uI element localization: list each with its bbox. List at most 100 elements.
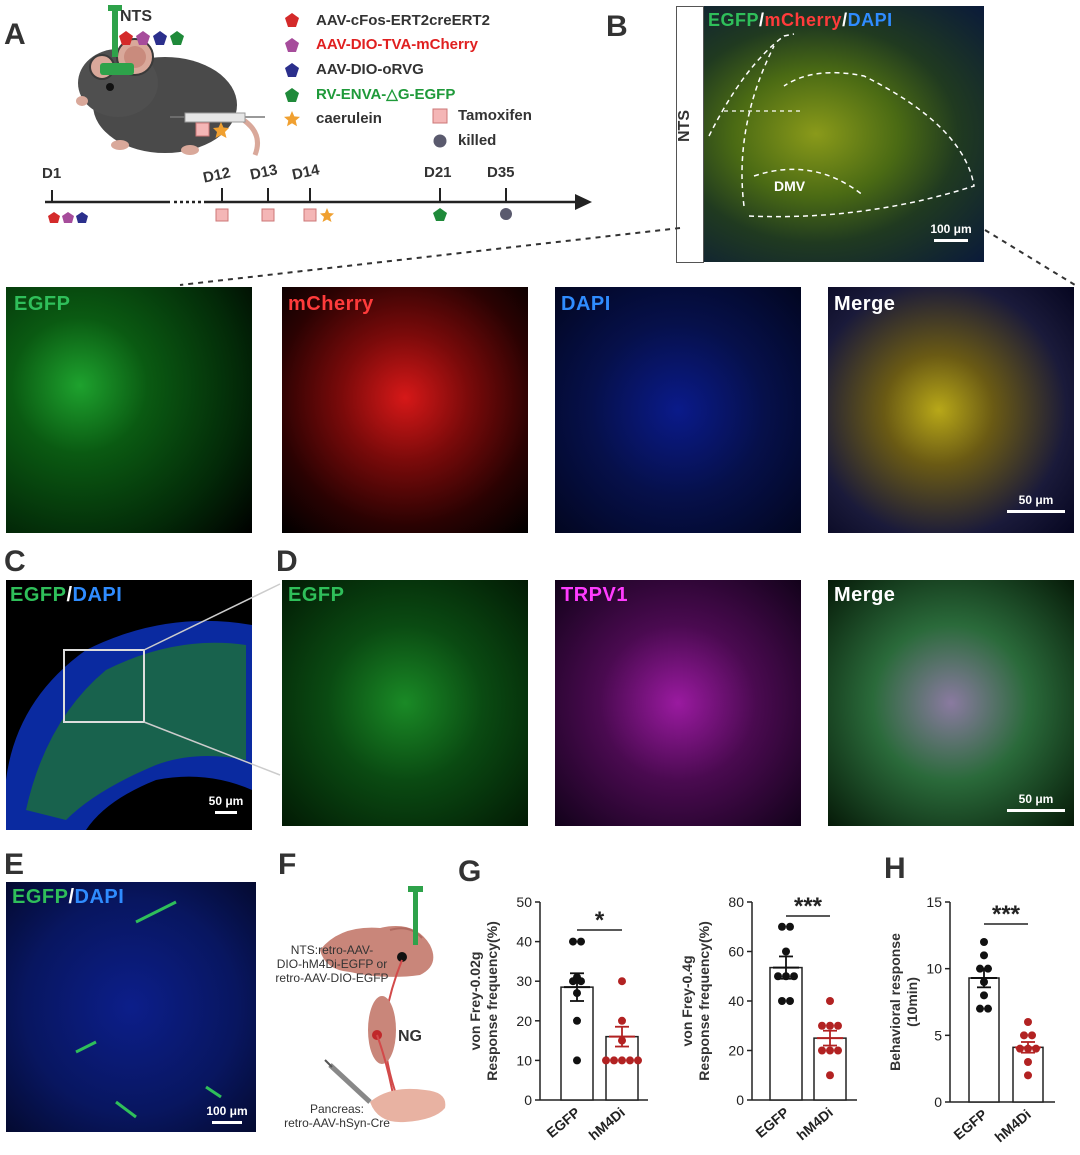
significance-label: * xyxy=(595,907,605,934)
nts-side-box: NTS xyxy=(676,6,704,263)
panel-d-trpv1-image: TRPV1 xyxy=(555,580,801,826)
y-axis-label: Response frequency(%) xyxy=(484,921,500,1080)
region-outline xyxy=(708,33,975,218)
data-point xyxy=(573,989,581,998)
experiment-timeline xyxy=(45,188,592,223)
panel-letter-f: F xyxy=(278,848,297,881)
timeline-day-label: D21 xyxy=(424,164,452,181)
data-point xyxy=(980,978,988,986)
chart-h: 0 5 10 15 Behavioral response (10min) EGFP hM4D… xyxy=(887,894,1055,1145)
data-point xyxy=(826,1071,834,1080)
scale-bar: 50 μm xyxy=(204,794,248,814)
data-point xyxy=(569,937,577,946)
data-point xyxy=(980,991,988,1000)
ganglion-shape xyxy=(6,620,252,830)
data-point xyxy=(1020,1031,1028,1040)
channel-label: EGFP/DAPI xyxy=(10,584,123,606)
data-point xyxy=(618,977,626,986)
legend-pentagon-icon xyxy=(285,63,299,77)
bar xyxy=(560,986,594,1101)
channel-label: EGFP/DAPI xyxy=(12,886,125,908)
channel-label: mCherry xyxy=(288,293,374,315)
data-point xyxy=(790,972,798,981)
data-point xyxy=(618,1036,626,1045)
row2-dapi-image: DAPI xyxy=(555,287,801,533)
y-tick-label: 0 xyxy=(736,1092,744,1108)
data-point xyxy=(834,1046,842,1055)
data-point xyxy=(1032,1044,1040,1053)
legend-item: AAV-cFos-ERT2creERT2 xyxy=(316,12,490,29)
panel-letter-h: H xyxy=(884,852,906,885)
y-tick-label: 10 xyxy=(516,1052,532,1068)
bar xyxy=(769,966,803,1101)
x-tick-label: EGFP xyxy=(950,1106,989,1143)
row2-egfp-image: EGFP xyxy=(6,287,252,533)
data-point xyxy=(782,972,790,981)
x-tick-label: EGFP xyxy=(752,1104,791,1141)
data-point xyxy=(1024,1071,1032,1080)
mouse-illustration xyxy=(76,5,265,156)
y-tick-label: 20 xyxy=(728,1043,744,1059)
data-point xyxy=(1028,1031,1036,1040)
data-point xyxy=(573,1016,581,1025)
y-axis-label: Response frequency(%) xyxy=(696,921,712,1080)
panel-letter-c: C xyxy=(4,545,26,578)
legend-item: Tamoxifen xyxy=(458,107,532,124)
zoom-connector-c xyxy=(143,583,281,776)
data-point xyxy=(826,1046,834,1055)
channel-label: Merge xyxy=(834,293,896,315)
y-tick-label: 30 xyxy=(516,973,532,989)
data-point xyxy=(778,997,786,1005)
panel-d-merge-image: Merge 50 μm xyxy=(828,580,1074,826)
scale-bar: 100 μm xyxy=(202,1104,252,1124)
legend-item: AAV-DIO-TVA-mCherry xyxy=(316,36,478,53)
timeline-day-label: D35 xyxy=(487,164,515,181)
legend-square-icon xyxy=(432,108,448,124)
tamoxifen-caerulein-markers xyxy=(195,122,229,138)
y-tick-label: 60 xyxy=(728,944,744,960)
data-point xyxy=(786,922,794,931)
y-tick-label: 0 xyxy=(934,1094,942,1110)
panel-c-image: EGFP/DAPI 50 μm xyxy=(6,580,252,830)
y-axis-label: von Frey-0.4g xyxy=(679,955,695,1046)
fiber-marks xyxy=(75,900,222,1119)
panel-letter-g: G xyxy=(458,855,482,888)
y-tick-label: 40 xyxy=(728,993,744,1009)
panel-letter-a: A xyxy=(4,18,26,51)
data-point xyxy=(573,1056,581,1065)
ng-label: NG xyxy=(398,1028,422,1045)
chart-g-left: 0 10 20 30 40 50 von Frey-0.02g Response freque… xyxy=(467,894,648,1143)
data-point xyxy=(826,997,834,1005)
data-point xyxy=(1024,1044,1032,1053)
data-point xyxy=(618,1016,626,1025)
legend-item: caerulein xyxy=(316,110,382,127)
data-point xyxy=(834,1021,842,1030)
data-point xyxy=(602,1056,610,1065)
data-point xyxy=(774,972,782,981)
scale-bar: 50 μm xyxy=(1004,493,1068,513)
panel-letter-e: E xyxy=(4,848,25,881)
zoom-connector xyxy=(179,227,1076,286)
y-tick-label: 10 xyxy=(926,961,942,977)
y-tick-label: 5 xyxy=(934,1027,942,1043)
panel-b-channel-label: EGFP/mCherry/DAPI xyxy=(708,10,893,30)
y-tick-label: 20 xyxy=(516,1013,532,1029)
y-tick-label: 40 xyxy=(516,934,532,950)
y-axis-label: Behavioral response xyxy=(887,933,903,1071)
x-tick-label: hM4Di xyxy=(585,1104,627,1143)
panel-letter-d: D xyxy=(276,545,298,578)
data-point xyxy=(634,1056,642,1065)
data-point xyxy=(1016,1044,1024,1053)
x-tick-label: EGFP xyxy=(543,1104,582,1141)
channel-label: TRPV1 xyxy=(561,584,628,606)
x-tick-label: hM4Di xyxy=(991,1106,1033,1145)
channel-label: EGFP xyxy=(14,293,71,315)
y-axis-label: (10min) xyxy=(904,977,920,1027)
legend-item: killed xyxy=(458,132,497,149)
legend-star-icon xyxy=(284,111,300,127)
panel-e-image: EGFP/DAPI 100 μm xyxy=(6,882,256,1132)
data-point xyxy=(782,947,790,956)
y-tick-label: 0 xyxy=(524,1092,532,1108)
data-point xyxy=(980,951,988,960)
data-point xyxy=(826,1021,834,1030)
